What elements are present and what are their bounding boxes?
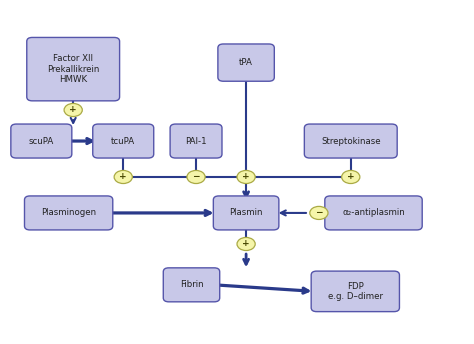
FancyBboxPatch shape bbox=[311, 271, 400, 312]
Text: −: − bbox=[192, 172, 200, 182]
Text: FDP
e.g. D–dimer: FDP e.g. D–dimer bbox=[328, 282, 383, 301]
Circle shape bbox=[114, 171, 132, 184]
Text: +: + bbox=[69, 106, 77, 115]
FancyBboxPatch shape bbox=[218, 44, 274, 81]
Circle shape bbox=[187, 171, 205, 184]
Text: Streptokinase: Streptokinase bbox=[321, 137, 381, 146]
Circle shape bbox=[310, 206, 328, 219]
FancyBboxPatch shape bbox=[11, 124, 72, 158]
FancyBboxPatch shape bbox=[213, 196, 279, 230]
Circle shape bbox=[64, 104, 82, 117]
Text: Factor XII
Prekallikrein
HMWK: Factor XII Prekallikrein HMWK bbox=[47, 54, 100, 84]
Text: +: + bbox=[242, 172, 250, 182]
FancyBboxPatch shape bbox=[163, 268, 220, 302]
FancyBboxPatch shape bbox=[27, 37, 119, 101]
Circle shape bbox=[237, 171, 255, 184]
Text: PAI-1: PAI-1 bbox=[185, 137, 207, 146]
Text: Plasmin: Plasmin bbox=[229, 208, 263, 217]
Text: tcuPA: tcuPA bbox=[111, 137, 135, 146]
Text: +: + bbox=[242, 239, 250, 248]
FancyBboxPatch shape bbox=[25, 196, 113, 230]
Text: scuPA: scuPA bbox=[29, 137, 54, 146]
FancyBboxPatch shape bbox=[170, 124, 222, 158]
FancyBboxPatch shape bbox=[325, 196, 422, 230]
Text: α₂-antiplasmin: α₂-antiplasmin bbox=[342, 208, 405, 217]
Text: Fibrin: Fibrin bbox=[180, 280, 203, 289]
Circle shape bbox=[342, 171, 360, 184]
Circle shape bbox=[237, 237, 255, 250]
Text: tPA: tPA bbox=[239, 58, 253, 67]
Text: −: − bbox=[315, 208, 323, 217]
Text: +: + bbox=[347, 172, 355, 182]
FancyBboxPatch shape bbox=[304, 124, 397, 158]
Text: Plasminogen: Plasminogen bbox=[41, 208, 96, 217]
Text: +: + bbox=[119, 172, 127, 182]
FancyBboxPatch shape bbox=[93, 124, 154, 158]
